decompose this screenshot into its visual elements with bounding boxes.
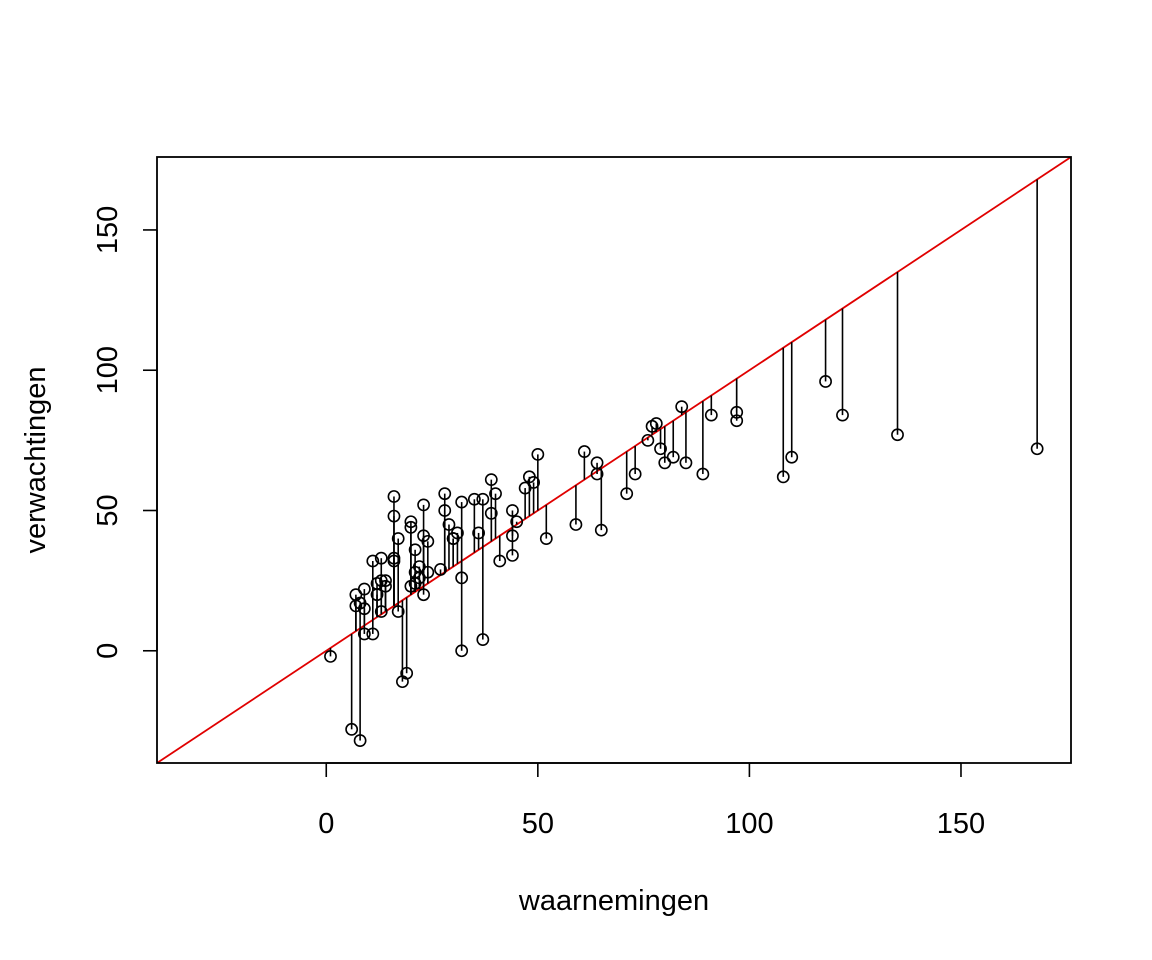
data-point: [408, 543, 422, 557]
data-point: [374, 551, 388, 565]
data-point: [704, 408, 718, 422]
data-point: [628, 467, 642, 481]
data-point: [476, 492, 490, 506]
data-point: [666, 450, 680, 464]
data-point: [400, 666, 414, 680]
data-point: [891, 428, 904, 442]
data-point: [379, 574, 392, 588]
data-point: [404, 520, 418, 534]
data-point: [577, 445, 591, 458]
data-point: [569, 518, 583, 531]
data-point: [484, 473, 498, 487]
data-point: [324, 649, 337, 663]
data-point: [696, 467, 710, 481]
data-point: [506, 529, 519, 543]
y-tick-label: 0: [92, 643, 124, 659]
data-point: [527, 476, 541, 489]
data-point: [785, 450, 799, 464]
plot-area: [156, 156, 1072, 764]
data-point: [434, 563, 447, 576]
data-point: [654, 442, 667, 456]
data-point: [357, 602, 371, 616]
y-axis-title: verwachtingen: [20, 367, 52, 554]
data-point: [455, 644, 469, 658]
data-point: [472, 526, 485, 540]
data-point: [455, 571, 469, 585]
data-point: [679, 456, 693, 470]
y-tick-label: 150: [92, 206, 124, 254]
y-axis: 0 50 100 150: [92, 206, 158, 659]
data-point: [489, 487, 502, 501]
y-tick-label: 100: [92, 346, 124, 394]
data-point: [387, 509, 401, 523]
data-point: [404, 515, 418, 529]
x-axis: 0 50 100 150: [318, 762, 985, 840]
data-point: [675, 400, 689, 414]
data-point: [387, 554, 401, 568]
data-point: [641, 433, 655, 447]
data-point: [836, 408, 849, 422]
data-point: [345, 722, 359, 736]
data-point: [421, 565, 435, 579]
data-point: [438, 504, 452, 517]
data-point: [476, 633, 490, 646]
data-point: [819, 375, 832, 388]
data-point: [730, 414, 744, 428]
data-point: [374, 605, 388, 618]
data-point: [391, 605, 405, 618]
data-point: [357, 627, 371, 641]
data-point: [493, 554, 507, 568]
data-point: [506, 504, 519, 517]
data-point: [484, 506, 498, 520]
data-point: [366, 627, 380, 641]
data-point: [357, 582, 371, 596]
x-tick-label: 100: [725, 808, 773, 840]
data-point: [442, 518, 456, 531]
data-point: [379, 579, 392, 593]
data-point: [387, 490, 401, 503]
data-point: [438, 487, 452, 501]
data-point: [421, 534, 435, 548]
reference-line: [156, 156, 1072, 764]
data-point: [776, 470, 790, 484]
data-point: [649, 417, 663, 430]
data-point: [391, 532, 405, 545]
data-point: [590, 467, 604, 481]
data-point: [417, 588, 430, 602]
data-point: [467, 492, 481, 506]
data-point: [370, 588, 384, 602]
data-point: [353, 734, 367, 747]
data-point: [506, 548, 519, 562]
x-tick-label: 0: [318, 808, 334, 840]
y-tick-label: 50: [92, 494, 124, 526]
data-point: [451, 526, 464, 540]
data-point: [594, 523, 608, 537]
x-tick-label: 50: [522, 808, 554, 840]
data-point: [510, 515, 524, 529]
data-point: [531, 447, 545, 461]
data-point: [620, 487, 634, 501]
x-axis-title: waarnemingen: [518, 885, 709, 917]
x-tick-label: 150: [937, 808, 985, 840]
data-point: [417, 498, 430, 512]
data-point: [730, 405, 744, 419]
data-point: [1030, 442, 1044, 456]
data-point: [539, 532, 553, 545]
data-point: [455, 495, 469, 509]
data-point: [366, 554, 380, 568]
